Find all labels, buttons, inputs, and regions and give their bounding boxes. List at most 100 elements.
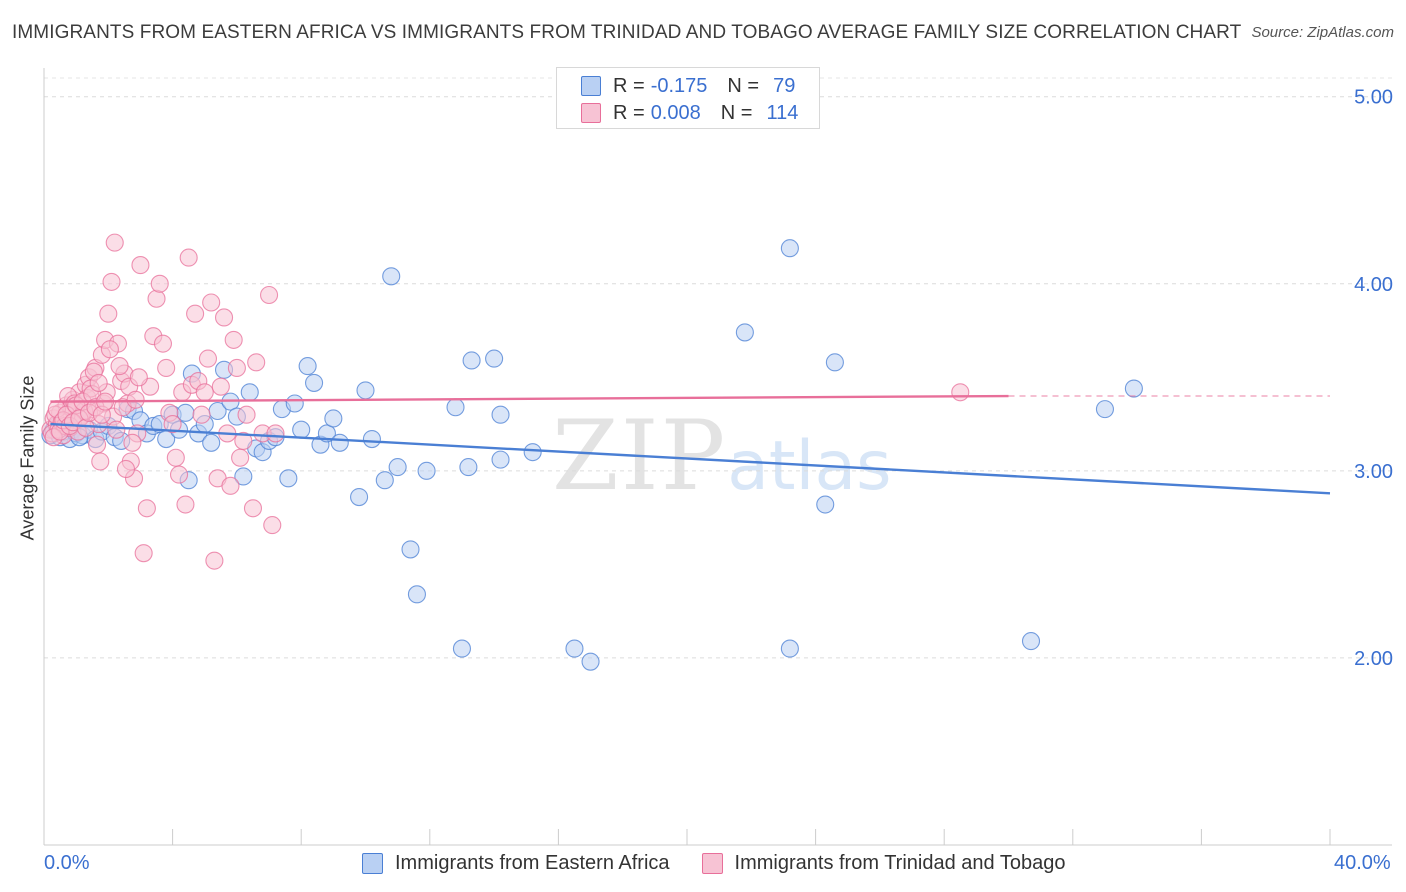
y-tick-label: 2.00 (1354, 648, 1393, 670)
point-trinidad-tobago (110, 357, 129, 376)
point-trinidad-tobago (166, 448, 185, 467)
point-trinidad-tobago (227, 358, 246, 378)
y-tick-labels: 2.00 3.00 4.00 5.00 (1354, 87, 1393, 670)
point-eastern-africa (375, 471, 394, 490)
y-axis-title: Average Family Size (17, 375, 38, 541)
legend-r-value: 0.008 (650, 101, 701, 124)
point-trinidad-tobago (214, 308, 234, 327)
point-trinidad-tobago (100, 340, 119, 359)
point-eastern-africa (401, 540, 420, 559)
point-trinidad-tobago (237, 405, 256, 424)
point-trinidad-tobago (211, 377, 230, 396)
chart-title: IMMIGRANTS FROM EASTERN AFRICA VS IMMIGR… (12, 22, 1242, 43)
point-eastern-africa (285, 394, 304, 413)
watermark-atlas: atlas (727, 427, 892, 506)
point-trinidad-tobago (153, 334, 173, 353)
point-eastern-africa (305, 373, 324, 392)
point-trinidad-tobago (224, 330, 243, 349)
point-trinidad-tobago (179, 248, 198, 267)
point-trinidad-tobago (131, 256, 150, 275)
point-eastern-africa (202, 433, 221, 452)
legend-n-value: 79 (773, 74, 796, 97)
point-eastern-africa (292, 420, 311, 439)
legend-row-trinidad-tobago: R = 0.008 N = 114 (581, 101, 798, 125)
point-eastern-africa (1124, 379, 1143, 398)
x-tick-label-min: 0.0% (44, 852, 90, 874)
series-legend-trinidad-tobago: Immigrants from Trinidad and Tobago (701, 852, 1066, 875)
y-tick-label: 4.00 (1354, 274, 1393, 296)
point-eastern-africa (780, 639, 799, 658)
point-trinidad-tobago (247, 353, 266, 372)
legend-r-value: -0.175 (650, 74, 708, 97)
point-eastern-africa (417, 461, 436, 480)
point-trinidad-tobago (147, 289, 166, 308)
point-trinidad-tobago (157, 358, 176, 378)
trend-lines (50, 394, 1331, 495)
point-eastern-africa (356, 381, 375, 400)
point-trinidad-tobago (107, 420, 126, 439)
point-eastern-africa (735, 323, 754, 342)
series-name: Immigrants from Eastern Africa (395, 852, 670, 874)
y-tick-label: 3.00 (1354, 461, 1393, 483)
point-eastern-africa (382, 267, 401, 286)
point-trinidad-tobago (198, 349, 218, 368)
point-eastern-africa (362, 430, 381, 449)
data-points (41, 233, 1143, 671)
axes (43, 68, 1392, 846)
point-trinidad-tobago (169, 465, 189, 484)
point-trinidad-tobago (951, 383, 970, 402)
point-eastern-africa (459, 458, 478, 477)
point-trinidad-tobago (91, 452, 110, 471)
point-eastern-africa (452, 639, 472, 658)
point-trinidad-tobago (234, 431, 253, 450)
point-eastern-africa (523, 443, 542, 462)
point-trinidad-tobago (137, 499, 156, 518)
trend-line-eastern-africa (50, 422, 1331, 495)
point-trinidad-tobago (176, 495, 195, 514)
point-trinidad-tobago (150, 274, 169, 293)
series-swatch-blue (362, 853, 383, 874)
point-eastern-africa (324, 409, 343, 428)
point-trinidad-tobago (186, 304, 205, 323)
legend-r-label: R = (613, 74, 645, 97)
point-trinidad-tobago (134, 544, 153, 563)
series-name: Immigrants from Trinidad and Tobago (734, 852, 1066, 874)
point-trinidad-tobago (76, 418, 95, 437)
point-eastern-africa (446, 398, 465, 417)
point-eastern-africa (330, 433, 349, 452)
point-trinidad-tobago (263, 516, 282, 535)
point-trinidad-tobago (231, 448, 250, 467)
point-eastern-africa (279, 469, 298, 488)
point-trinidad-tobago (221, 476, 240, 495)
point-trinidad-tobago (105, 233, 124, 252)
point-trinidad-tobago (116, 459, 136, 479)
point-trinidad-tobago (123, 433, 142, 452)
point-eastern-africa (581, 652, 600, 671)
legend-row-eastern-africa: R = -0.175 N = 79 (581, 74, 795, 98)
legend-r-label: R = (613, 101, 645, 124)
correlation-legend: R = -0.175 N = 79 R = 0.008 N = 114 (556, 67, 820, 129)
point-trinidad-tobago (195, 383, 214, 402)
trend-line-trinidad-tobago (50, 394, 1009, 403)
point-trinidad-tobago (129, 368, 148, 387)
point-trinidad-tobago (192, 405, 211, 424)
point-eastern-africa (816, 495, 835, 514)
legend-n-label: N = (727, 74, 760, 97)
point-eastern-africa (825, 353, 844, 372)
legend-n-value: 114 (766, 101, 799, 124)
legend-swatch-pink (581, 103, 601, 123)
point-trinidad-tobago (202, 293, 221, 312)
source-credit: Source: ZipAtlas.com (1251, 24, 1394, 41)
point-eastern-africa (407, 585, 426, 604)
point-trinidad-tobago (205, 551, 224, 570)
point-trinidad-tobago (126, 390, 145, 409)
point-eastern-africa (462, 351, 481, 370)
point-eastern-africa (388, 458, 407, 477)
point-eastern-africa (565, 639, 584, 658)
point-trinidad-tobago (87, 435, 107, 454)
point-eastern-africa (350, 487, 369, 507)
point-trinidad-tobago (163, 415, 182, 434)
point-trinidad-tobago (102, 272, 121, 291)
point-eastern-africa (1095, 400, 1114, 419)
point-eastern-africa (234, 467, 253, 486)
